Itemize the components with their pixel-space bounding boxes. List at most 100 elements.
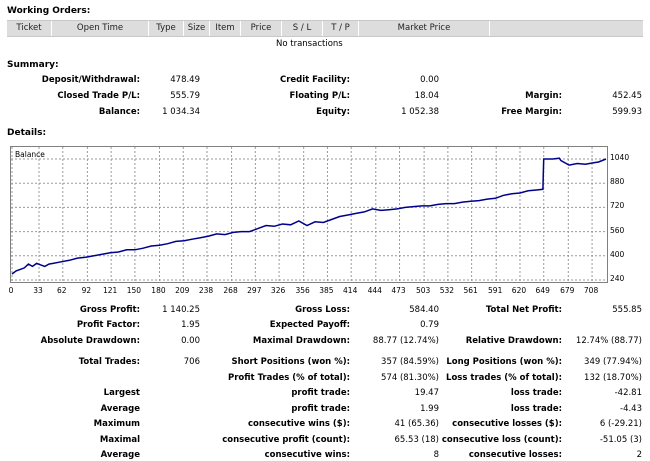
free-margin-label: Free Margin:: [501, 107, 562, 117]
average-consecutive-wins-value: 8: [433, 450, 439, 460]
total-trades-value: 706: [183, 357, 200, 367]
net-profit-value: 555.85: [612, 305, 642, 315]
x-tick-label: 503: [415, 286, 431, 295]
x-tick-label: 444: [367, 286, 382, 295]
x-tick-label: 268: [223, 286, 238, 295]
deposit-value: 478.49: [170, 75, 200, 85]
working-orders-title: Working Orders:: [7, 6, 91, 16]
loss-trades-value: 132 (18.70%): [584, 373, 642, 383]
profit-trades-value: 574 (81.30%): [381, 373, 439, 383]
column-price[interactable]: Price: [241, 21, 282, 36]
column-item[interactable]: Item: [210, 21, 241, 36]
x-tick-label: 150: [126, 286, 142, 295]
gross-loss-value: 584.40: [409, 305, 439, 315]
net-profit-label: Total Net Profit:: [485, 305, 562, 315]
total-trades-label: Total Trades:: [78, 357, 140, 367]
column-size[interactable]: Size: [184, 21, 210, 36]
column-open-time[interactable]: Open Time: [52, 21, 149, 36]
balance-label: Balance:: [98, 107, 140, 117]
equity-label: Equity:: [316, 107, 350, 117]
x-tick-label: 532: [439, 286, 455, 295]
largest-profit-value: 19.47: [414, 388, 439, 398]
absolute-drawdown-value: 0.00: [181, 336, 200, 346]
x-tick-label: 620: [511, 286, 527, 295]
profit-factor-label: Profit Factor:: [76, 320, 140, 330]
largest-label: Largest: [103, 388, 140, 398]
maximal-consecutive-loss-label: consecutive loss (count):: [441, 435, 562, 445]
average-consecutive-label: Average: [100, 450, 140, 460]
details-title: Details:: [7, 128, 47, 138]
x-tick-label: 297: [247, 286, 262, 295]
largest-loss-value: -42.81: [614, 388, 642, 398]
y-tick-label: 560: [610, 225, 625, 235]
largest-profit-label: profit trade:: [291, 388, 350, 398]
x-tick-label: 180: [151, 286, 166, 295]
x-tick-label: 591: [488, 286, 503, 295]
gross-profit-label: Gross Profit:: [79, 305, 140, 315]
x-tick-label: 385: [319, 286, 334, 295]
profit-factor-value: 1.95: [181, 320, 200, 330]
column-market-price[interactable]: Market Price: [359, 21, 490, 36]
maximal-drawdown-label: Maximal Drawdown:: [252, 336, 350, 346]
short-positions-label: Short Positions (won %):: [231, 357, 350, 367]
margin-value: 452.45: [612, 91, 642, 101]
absolute-drawdown-label: Absolute Drawdown:: [40, 336, 140, 346]
average-loss-label: loss trade:: [510, 404, 562, 414]
relative-drawdown-label: Relative Drawdown:: [465, 336, 562, 346]
expected-payoff-label: Expected Payoff:: [269, 320, 350, 330]
y-tick-label: 400: [610, 249, 625, 259]
x-tick-label: 414: [343, 286, 358, 295]
summary-title: Summary:: [7, 60, 59, 70]
y-tick-label: 1040: [610, 153, 630, 162]
x-tick-label: 679: [560, 286, 575, 295]
balance-value: 1 034.34: [162, 107, 200, 117]
column-ticket[interactable]: Ticket: [7, 21, 52, 36]
chart-grid: [11, 147, 607, 282]
x-tick-label: 708: [583, 286, 599, 295]
average-consecutive-losses-label: consecutive losses:: [468, 450, 562, 460]
equity-value: 1 052.38: [401, 107, 439, 117]
y-tick-label: 240: [610, 274, 625, 283]
profit-trades-label: Profit Trades (% of total):: [227, 373, 350, 383]
maximal-drawdown-value: 88.77 (12.74%): [372, 336, 439, 346]
maximal-consecutive-profit-label: consecutive profit (count):: [222, 435, 350, 445]
loss-trades-label: Loss trades (% of total):: [446, 373, 562, 383]
gross-profit-value: 1 140.25: [162, 305, 200, 315]
credit-value: 0.00: [420, 75, 439, 85]
x-tick-label: 121: [102, 286, 118, 295]
x-tick-label: 238: [198, 286, 214, 295]
floating-pl-label: Floating P/L:: [289, 91, 350, 101]
max-consecutive-wins-value: 41 (65.36): [394, 419, 439, 429]
average-label: Average: [100, 404, 140, 414]
long-positions-label: Long Positions (won %):: [446, 357, 562, 367]
maximal-consecutive-loss-value: -51.05 (3): [599, 435, 642, 445]
free-margin-value: 599.93: [612, 107, 642, 117]
x-tick-label: 0: [8, 286, 14, 295]
x-tick-label: 561: [463, 286, 478, 295]
no-transactions-text: No transactions: [276, 39, 343, 49]
x-tick-label: 473: [391, 286, 406, 295]
gross-loss-label: Gross Loss:: [295, 305, 350, 315]
column-sl[interactable]: S / L: [282, 21, 323, 36]
credit-label: Credit Facility:: [279, 75, 350, 85]
max-consecutive-wins-label: consecutive wins ($):: [247, 419, 350, 429]
average-profit-label: profit trade:: [291, 404, 350, 414]
chart-title: Balance: [15, 150, 45, 159]
column-tp[interactable]: T / P: [323, 21, 359, 36]
balance-chart: Balance: [10, 146, 608, 283]
column-type[interactable]: Type: [149, 21, 184, 36]
expected-payoff-value: 0.79: [420, 320, 439, 330]
balance-series-line: [11, 157, 607, 275]
y-tick-label: 880: [610, 177, 625, 187]
x-tick-label: 326: [270, 286, 286, 295]
closed-pl-label: Closed Trade P/L:: [57, 91, 140, 101]
orders-table-header: Ticket Open Time Type Size Item Price S …: [7, 20, 643, 37]
y-tick-label: 720: [610, 201, 625, 211]
x-tick-label: 62: [57, 286, 67, 295]
maximum-label: Maximum: [93, 419, 140, 429]
relative-drawdown-value: 12.74% (88.77): [575, 336, 642, 346]
maximal-consecutive-profit-value: 65.53 (18): [394, 435, 439, 445]
deposit-label: Deposit/Withdrawal:: [41, 75, 140, 85]
closed-pl-value: 555.79: [170, 91, 200, 101]
average-consecutive-wins-label: consecutive wins:: [264, 450, 350, 460]
